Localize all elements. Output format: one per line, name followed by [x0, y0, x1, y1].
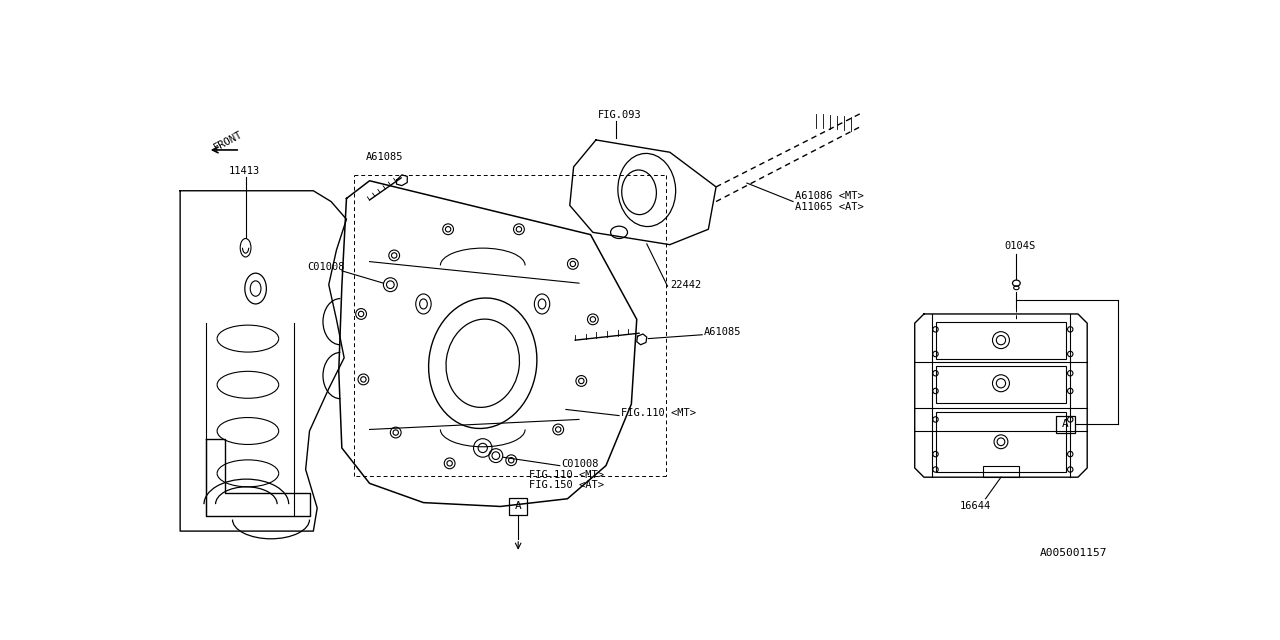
Text: C01008: C01008 [562, 459, 599, 469]
Text: A61085: A61085 [704, 328, 741, 337]
Text: FIG.110 <MT>: FIG.110 <MT> [621, 408, 695, 419]
Text: A61085: A61085 [366, 152, 403, 162]
Text: FRONT: FRONT [211, 130, 244, 153]
Text: 16644: 16644 [960, 502, 992, 511]
Text: A11065 <AT>: A11065 <AT> [795, 202, 863, 212]
Text: C01008: C01008 [307, 262, 344, 272]
Text: A: A [515, 502, 521, 511]
Text: 22442: 22442 [669, 280, 701, 290]
Text: 11413: 11413 [229, 166, 260, 176]
Bar [509, 498, 527, 515]
Bar [936, 412, 1066, 472]
Text: A005001157: A005001157 [1039, 548, 1107, 557]
Bar [1056, 415, 1075, 433]
Text: A: A [1062, 419, 1069, 429]
Text: FIG.150 <AT>: FIG.150 <AT> [529, 480, 604, 490]
Text: 0104S: 0104S [1004, 241, 1036, 251]
Text: A61086 <MT>: A61086 <MT> [795, 191, 863, 201]
Text: FIG.093: FIG.093 [598, 110, 643, 120]
Text: FIG.110 <MT>: FIG.110 <MT> [529, 470, 604, 480]
Bar [936, 322, 1066, 358]
Bar [936, 365, 1066, 403]
Bar [983, 466, 1019, 477]
